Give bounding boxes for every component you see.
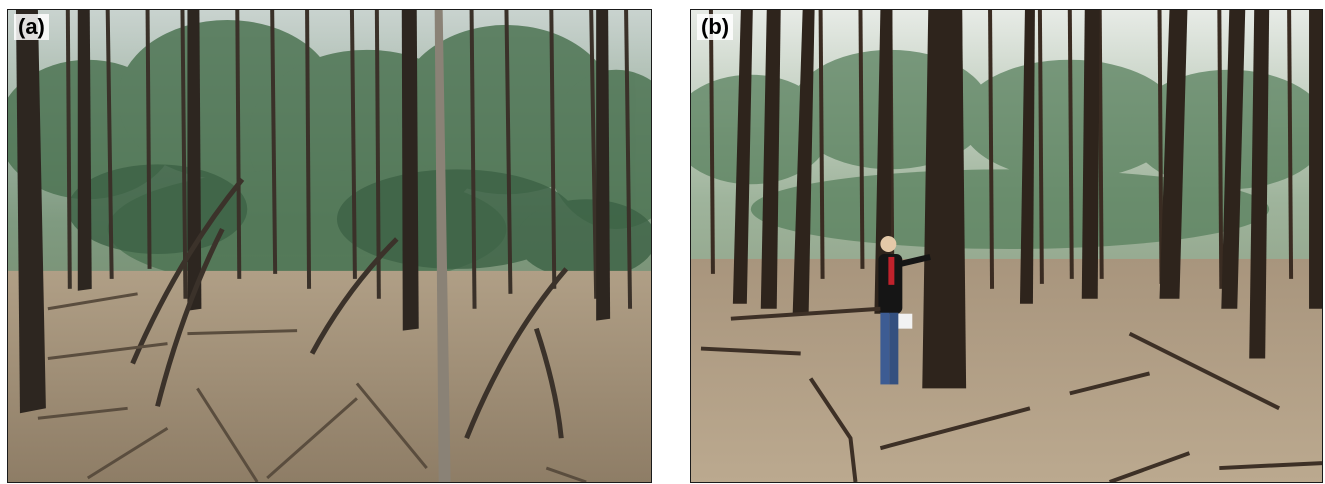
photo-panel-a: (a) (7, 9, 652, 483)
panel-label-a: (a) (14, 14, 49, 40)
person-figure (878, 236, 931, 385)
photo-panel-b: (b) (690, 9, 1323, 483)
forest-photo-a (8, 10, 651, 482)
panel-label-b: (b) (697, 14, 734, 40)
forest-photo-b (691, 10, 1322, 482)
